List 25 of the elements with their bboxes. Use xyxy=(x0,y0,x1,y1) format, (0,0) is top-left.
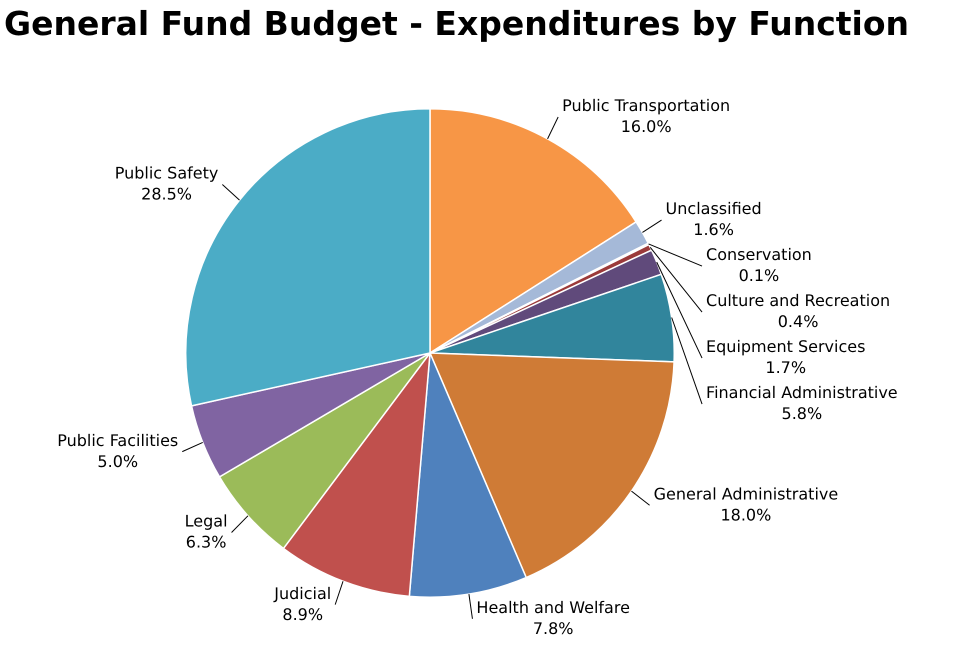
data-label: 0.4% xyxy=(778,312,818,332)
slice-label: Legal xyxy=(184,512,228,531)
data-label: 7.8% xyxy=(532,618,574,638)
slice-label: Financial Administrative xyxy=(706,383,898,402)
slice-label: Culture and Recreation xyxy=(706,291,890,310)
slice-label: Unclassified xyxy=(666,199,762,218)
slice-label: General Administrative xyxy=(654,484,838,504)
slice-label: Public Transportation xyxy=(562,96,730,116)
slice-label: Judicial xyxy=(273,584,332,603)
slice-label: Health and Welfare xyxy=(476,598,630,617)
data-label: 6.3% xyxy=(186,532,226,552)
data-label: 5.0% xyxy=(97,452,138,471)
data-label: 1.7% xyxy=(765,358,806,378)
data-label: 0.1% xyxy=(738,266,780,286)
slice-label: Public Facilities xyxy=(57,430,178,450)
chart-title: General Fund Budget - Expenditures by Function xyxy=(3,3,910,45)
slice-label: Public Safety xyxy=(114,164,218,183)
slice-label: Equipment Services xyxy=(706,337,866,356)
data-label: 8.9% xyxy=(282,604,324,624)
data-label: 16.0% xyxy=(620,117,672,136)
data-label: 1.6% xyxy=(693,220,734,240)
data-label: 5.8% xyxy=(782,404,822,424)
data-label: 18.0% xyxy=(720,505,772,524)
data-label: 28.5% xyxy=(141,184,192,204)
slice-label: Conservation xyxy=(706,245,812,264)
